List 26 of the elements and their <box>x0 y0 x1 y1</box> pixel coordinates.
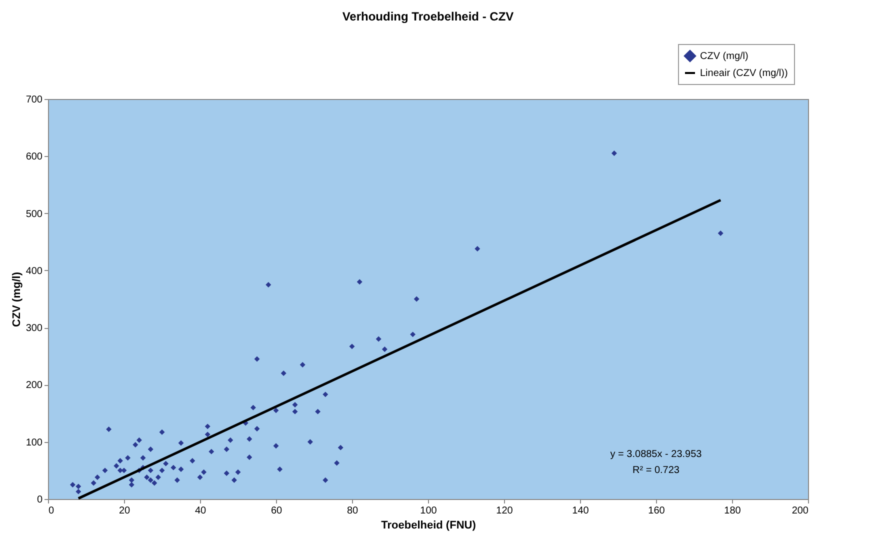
y-tick-label: 700 <box>26 94 43 106</box>
x-tick-label: 160 <box>648 506 666 516</box>
x-tick-label: 80 <box>346 506 358 516</box>
y-tick-label: 600 <box>26 152 43 163</box>
x-tick-label: 40 <box>194 506 206 516</box>
annotation: R² = 0.723 <box>632 465 680 476</box>
y-axis-title: CZV (mg/l) <box>10 272 23 327</box>
x-tick-label: 60 <box>270 506 282 516</box>
x-axis-title: Troebelheid (FNU) <box>381 520 476 532</box>
x-tick-label: 100 <box>420 506 438 516</box>
y-tick-label: 0 <box>36 494 43 506</box>
x-tick-label: 140 <box>572 506 590 516</box>
x-tick-label: 20 <box>118 506 130 516</box>
x-tick-label: 180 <box>724 506 742 516</box>
y-tick-label: 500 <box>26 208 43 220</box>
y-tick-label: 400 <box>26 266 43 277</box>
y-tick-label: 200 <box>26 380 43 392</box>
legend-label: CZV (mg/l) <box>700 51 748 62</box>
x-tick-label: 120 <box>496 506 514 516</box>
y-tick-label: 300 <box>26 323 43 334</box>
annotation: y = 3.0885x - 23.953 <box>610 449 702 460</box>
x-tick-label: 200 <box>792 506 809 516</box>
x-tick-label: 0 <box>48 506 54 516</box>
chart-title: Verhouding Troebelheid - CZV <box>342 10 514 24</box>
y-tick-label: 100 <box>26 437 43 448</box>
legend-label: Lineair (CZV (mg/l)) <box>700 68 788 79</box>
